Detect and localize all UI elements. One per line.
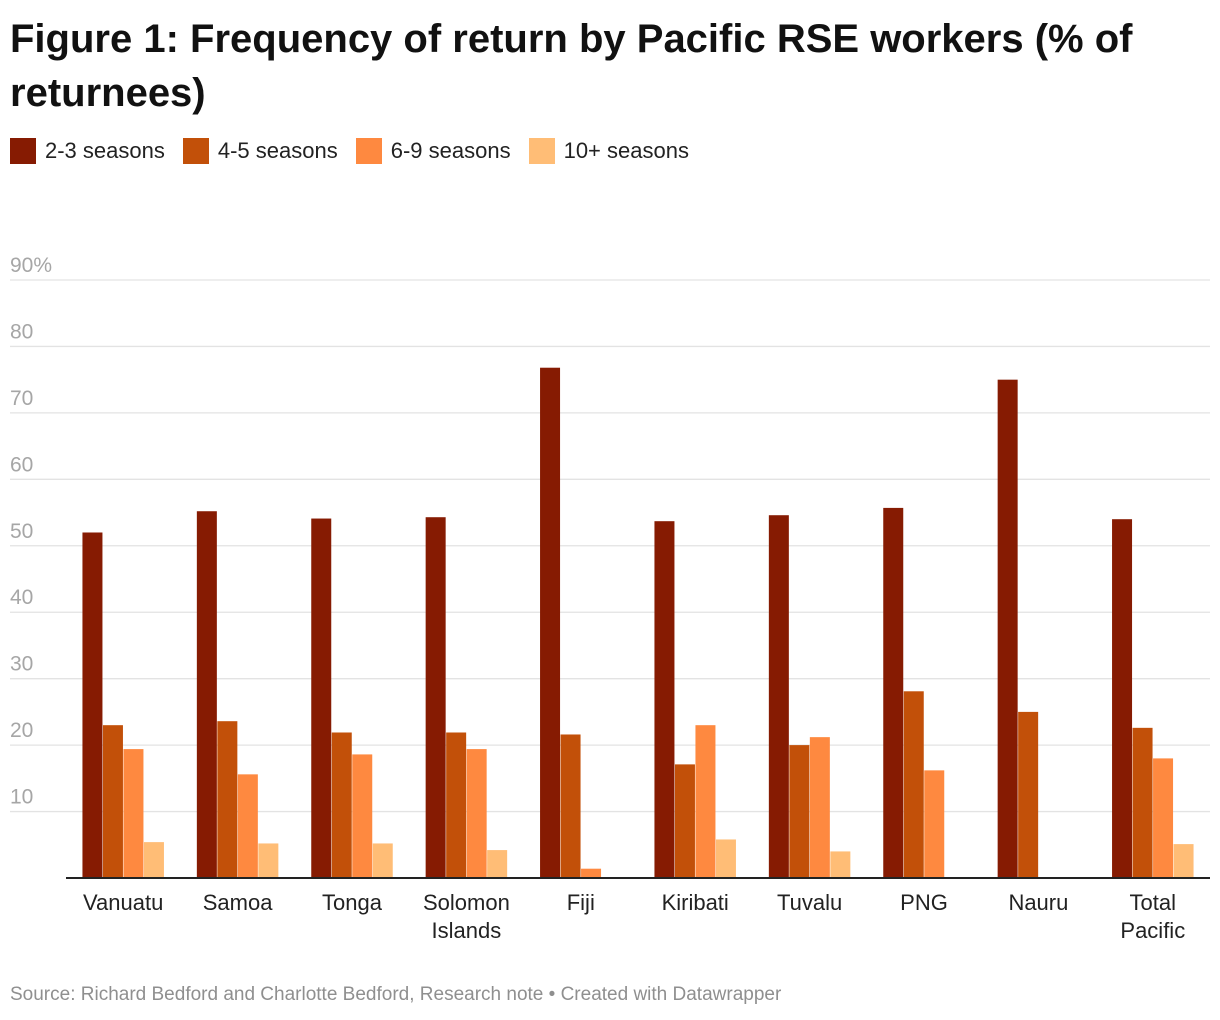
bar bbox=[1132, 727, 1153, 878]
bar bbox=[258, 843, 279, 878]
bar bbox=[143, 842, 164, 878]
bar bbox=[581, 868, 602, 878]
bar bbox=[425, 517, 446, 878]
chart-title: Figure 1: Frequency of return by Pacific… bbox=[10, 17, 1133, 115]
bar bbox=[466, 749, 487, 878]
x-tick-label: Islands bbox=[432, 918, 502, 943]
y-tick-label: 70 bbox=[10, 387, 33, 410]
y-tick-label: 90% bbox=[10, 254, 52, 277]
bar bbox=[1112, 519, 1133, 878]
x-tick-label: Tuvalu bbox=[777, 890, 842, 915]
bar bbox=[123, 749, 144, 878]
bar bbox=[809, 737, 830, 878]
y-tick-label: 50 bbox=[10, 520, 33, 543]
x-tick-label: Fiji bbox=[567, 890, 595, 915]
legend-item: 2-3 seasons bbox=[10, 138, 165, 164]
x-tick-label: Vanuatu bbox=[83, 890, 163, 915]
x-tick-label: Kiribati bbox=[662, 890, 729, 915]
y-tick-label: 30 bbox=[10, 653, 33, 676]
bar bbox=[768, 515, 789, 878]
y-tick-label: 60 bbox=[10, 453, 33, 476]
x-tick-label: Solomon bbox=[423, 890, 510, 915]
legend-label: 6-9 seasons bbox=[390, 138, 511, 163]
legend-swatch bbox=[182, 138, 209, 164]
bar bbox=[311, 518, 332, 878]
x-tick-label: Tonga bbox=[322, 890, 383, 915]
bar bbox=[830, 851, 851, 878]
legend-swatch bbox=[528, 138, 555, 164]
legend-item: 10+ seasons bbox=[528, 138, 689, 164]
legend-item: 4-5 seasons bbox=[182, 138, 338, 164]
bar bbox=[102, 725, 123, 878]
bar bbox=[446, 732, 467, 878]
bar bbox=[352, 754, 373, 878]
x-tick-label: Samoa bbox=[203, 890, 273, 915]
bar bbox=[487, 850, 508, 878]
bar bbox=[715, 839, 736, 878]
bar bbox=[237, 774, 258, 878]
bar bbox=[1018, 711, 1039, 878]
bar bbox=[883, 507, 904, 878]
x-tick-label: Nauru bbox=[1008, 890, 1068, 915]
bar bbox=[903, 691, 924, 878]
legend-swatch bbox=[10, 138, 36, 164]
chart-legend: 2-3 seasons 4-5 seasons 6-9 seasons 10+ sea… bbox=[10, 138, 689, 164]
bar bbox=[924, 770, 945, 878]
bar bbox=[695, 725, 716, 878]
legend-label: 10+ seasons bbox=[563, 138, 689, 163]
legend-swatch bbox=[355, 138, 382, 164]
bar bbox=[654, 521, 675, 878]
legend-item: 6-9 seasons bbox=[355, 138, 511, 164]
x-tick-label: Pacific bbox=[1120, 918, 1185, 943]
source-note: Source: Richard Bedford and Charlotte Be… bbox=[10, 984, 782, 1005]
bar bbox=[372, 843, 393, 878]
bar bbox=[1153, 758, 1174, 878]
bar bbox=[82, 532, 103, 878]
bar bbox=[331, 732, 352, 878]
bar bbox=[789, 745, 810, 878]
bar bbox=[217, 721, 238, 878]
bar bbox=[540, 367, 561, 878]
bars bbox=[82, 367, 1194, 878]
y-tick-label: 10 bbox=[10, 786, 33, 809]
y-tick-label: 40 bbox=[10, 586, 33, 609]
bar bbox=[196, 511, 217, 878]
bar-chart: 10 20 30 40 50 60 70 80 90% Vanuatu Samoa Tonga Solo… bbox=[10, 254, 1210, 943]
bar bbox=[674, 764, 695, 878]
legend-label: 2-3 seasons bbox=[45, 138, 165, 163]
bar bbox=[1173, 844, 1194, 878]
bar bbox=[560, 734, 581, 878]
y-tick-label: 20 bbox=[10, 719, 33, 742]
bar bbox=[997, 379, 1018, 878]
x-tick-label: PNG bbox=[900, 890, 948, 915]
axes: 10 20 30 40 50 60 70 80 90% Vanuatu Samoa Tonga Solo… bbox=[10, 254, 1210, 943]
x-tick-label: Total bbox=[1130, 890, 1176, 915]
legend-label: 4-5 seasons bbox=[217, 138, 338, 163]
y-tick-label: 80 bbox=[10, 320, 33, 343]
